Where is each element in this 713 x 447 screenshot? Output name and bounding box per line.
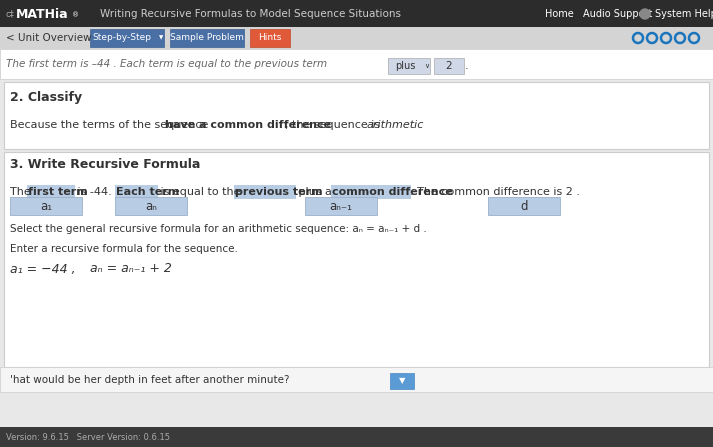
FancyBboxPatch shape bbox=[90, 29, 164, 47]
Text: c‡: c‡ bbox=[6, 9, 15, 18]
FancyBboxPatch shape bbox=[250, 29, 290, 47]
FancyBboxPatch shape bbox=[390, 373, 414, 389]
Text: plus a: plus a bbox=[295, 187, 336, 197]
Text: Version: 9.6.15   Server Version: 0.6.15: Version: 9.6.15 Server Version: 0.6.15 bbox=[6, 433, 170, 442]
Text: d: d bbox=[520, 199, 528, 212]
Text: arithmetic: arithmetic bbox=[366, 120, 424, 130]
FancyBboxPatch shape bbox=[170, 29, 244, 47]
Text: 3. Write Recursive Formula: 3. Write Recursive Formula bbox=[10, 159, 200, 172]
Text: first term: first term bbox=[29, 187, 88, 197]
Text: Hints: Hints bbox=[258, 34, 282, 42]
Text: 2. Classify: 2. Classify bbox=[10, 90, 82, 104]
Text: ®: ® bbox=[72, 12, 79, 18]
Text: Step-by-Step: Step-by-Step bbox=[93, 34, 151, 42]
Text: Home: Home bbox=[545, 9, 574, 19]
Text: common difference: common difference bbox=[332, 187, 453, 197]
FancyBboxPatch shape bbox=[4, 82, 709, 149]
Text: is -44.: is -44. bbox=[74, 187, 116, 197]
Circle shape bbox=[640, 9, 650, 19]
Text: ∨: ∨ bbox=[424, 63, 429, 69]
Text: aₙ = aₙ₋₁ + 2: aₙ = aₙ₋₁ + 2 bbox=[90, 262, 172, 275]
Text: .: . bbox=[465, 61, 468, 71]
Text: a₁ = −44 ,: a₁ = −44 , bbox=[10, 262, 76, 275]
Text: a₁: a₁ bbox=[40, 199, 52, 212]
Text: Audio Support: Audio Support bbox=[583, 9, 652, 19]
Text: , the sequence is: , the sequence is bbox=[284, 120, 384, 130]
FancyBboxPatch shape bbox=[434, 58, 464, 74]
Text: previous term: previous term bbox=[235, 187, 323, 197]
Text: have a common difference: have a common difference bbox=[165, 120, 331, 130]
Text: ▼: ▼ bbox=[159, 35, 163, 41]
Text: .: . bbox=[412, 120, 416, 130]
FancyBboxPatch shape bbox=[0, 427, 713, 447]
Text: Sample Problem: Sample Problem bbox=[170, 34, 244, 42]
Text: is equal to the: is equal to the bbox=[157, 187, 244, 197]
FancyBboxPatch shape bbox=[0, 367, 713, 392]
Text: Select the general recursive formula for an arithmetic sequence: aₙ = aₙ₋₁ + d .: Select the general recursive formula for… bbox=[10, 224, 427, 234]
Text: 'hat would be her depth in feet after another minute?: 'hat would be her depth in feet after an… bbox=[10, 375, 289, 385]
FancyBboxPatch shape bbox=[331, 185, 411, 199]
Text: ▼: ▼ bbox=[399, 376, 405, 385]
FancyBboxPatch shape bbox=[388, 58, 430, 74]
Text: aₙ: aₙ bbox=[145, 199, 157, 212]
FancyBboxPatch shape bbox=[0, 49, 713, 79]
Text: The: The bbox=[10, 187, 34, 197]
Text: Each term: Each term bbox=[116, 187, 179, 197]
FancyBboxPatch shape bbox=[4, 152, 709, 367]
FancyBboxPatch shape bbox=[0, 27, 713, 49]
Text: MATHia: MATHia bbox=[16, 8, 68, 21]
FancyBboxPatch shape bbox=[10, 197, 82, 215]
FancyBboxPatch shape bbox=[0, 0, 713, 27]
Text: 2: 2 bbox=[446, 61, 452, 71]
FancyBboxPatch shape bbox=[27, 185, 76, 199]
FancyBboxPatch shape bbox=[488, 197, 560, 215]
Text: System Help: System Help bbox=[655, 9, 713, 19]
Text: aₙ₋₁: aₙ₋₁ bbox=[329, 199, 352, 212]
Text: The first term is –44 . Each term is equal to the previous term: The first term is –44 . Each term is equ… bbox=[6, 59, 327, 69]
Text: Writing Recursive Formulas to Model Sequence Situations: Writing Recursive Formulas to Model Sequ… bbox=[100, 9, 401, 19]
Text: Enter a recursive formula for the sequence.: Enter a recursive formula for the sequen… bbox=[10, 244, 238, 254]
FancyBboxPatch shape bbox=[115, 185, 158, 199]
Text: Because the terms of the sequence: Because the terms of the sequence bbox=[10, 120, 212, 130]
Text: . The common difference is 2 .: . The common difference is 2 . bbox=[410, 187, 580, 197]
Text: < Unit Overview: < Unit Overview bbox=[6, 33, 92, 43]
FancyBboxPatch shape bbox=[235, 185, 296, 199]
Text: plus: plus bbox=[395, 61, 415, 71]
FancyBboxPatch shape bbox=[115, 197, 187, 215]
FancyBboxPatch shape bbox=[305, 197, 377, 215]
